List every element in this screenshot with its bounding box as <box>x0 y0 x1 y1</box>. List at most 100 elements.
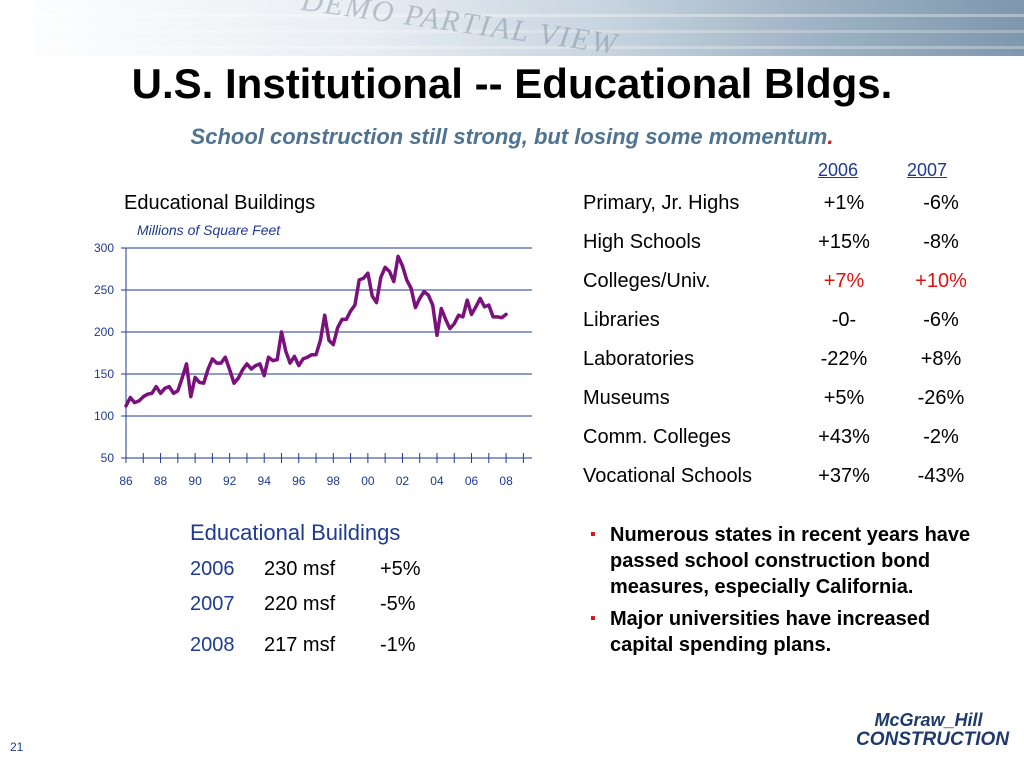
x-tick-label: 04 <box>430 474 444 488</box>
segment-2007-change: -26% <box>917 387 965 409</box>
x-tick-label: 94 <box>258 474 272 488</box>
data-point <box>487 303 490 307</box>
data-point <box>232 382 236 385</box>
data-point <box>392 280 395 283</box>
data-point <box>306 356 309 359</box>
chart-title: Educational Buildings <box>124 192 316 214</box>
data-point <box>383 266 387 269</box>
bullet-text: Major universities have increased capita… <box>610 608 931 656</box>
data-point <box>422 290 426 293</box>
data-point <box>336 326 339 329</box>
summary-change: -1% <box>380 634 416 656</box>
data-point <box>211 357 214 361</box>
data-point <box>448 327 452 330</box>
x-tick-label: 98 <box>327 474 341 488</box>
summary-title: Educational Buildings <box>190 520 401 545</box>
segment-2006-change: -22% <box>820 348 868 370</box>
data-point <box>176 389 179 392</box>
x-tick-label: 00 <box>361 474 375 488</box>
data-point <box>504 313 508 316</box>
summary-value: 217 msf <box>264 634 336 656</box>
segment-name: Colleges/Univ. <box>583 270 711 292</box>
data-point <box>202 382 205 385</box>
segment-2006-change: +37% <box>818 465 870 487</box>
x-tick-label: 86 <box>119 474 133 488</box>
year-header-2007: 2007 <box>907 160 948 180</box>
data-point <box>189 395 192 398</box>
segment-row: Museums +5% -26% <box>583 387 983 417</box>
x-tick-label: 92 <box>223 474 237 488</box>
segment-2006-change: +1% <box>823 192 865 214</box>
summary-change: -5% <box>380 593 416 615</box>
data-point <box>168 385 171 388</box>
data-point <box>358 278 361 282</box>
data-point <box>150 392 154 395</box>
summary-year: 2006 <box>190 558 235 580</box>
data-point <box>206 367 210 371</box>
x-tick-label: 90 <box>188 474 202 488</box>
y-tick-label: 100 <box>94 409 114 423</box>
data-point <box>263 374 266 377</box>
subtitle-text: School construction still strong, but lo… <box>190 124 828 149</box>
segment-row: Vocational Schools +37% -43% <box>583 465 983 495</box>
data-point <box>193 376 197 379</box>
data-point <box>288 361 292 365</box>
data-point <box>375 301 378 304</box>
data-point <box>340 318 344 321</box>
data-point <box>185 362 188 366</box>
data-point <box>180 377 184 380</box>
data-point <box>491 315 495 319</box>
x-tick-label: 02 <box>396 474 410 488</box>
year-header-2006: 2006 <box>818 160 859 180</box>
data-point <box>129 396 132 399</box>
data-point <box>470 313 473 316</box>
data-point <box>258 362 262 366</box>
summary-change: +5% <box>380 558 421 580</box>
summary-year: 2008 <box>190 634 235 656</box>
segment-2006-change: +43% <box>818 426 870 448</box>
data-point <box>237 377 240 380</box>
data-point <box>137 399 141 403</box>
banner-stripe <box>0 30 1024 33</box>
data-point <box>371 294 374 298</box>
data-point <box>366 272 370 275</box>
data-point <box>297 364 300 367</box>
segment-name: Libraries <box>583 309 660 331</box>
data-point <box>418 297 421 300</box>
data-point <box>267 356 270 359</box>
segment-row: Comm. Colleges +43% -2% <box>583 426 983 456</box>
summary-value: 230 msf <box>264 558 336 580</box>
segment-row: Colleges/Univ. +7% +10% <box>583 270 983 300</box>
data-point <box>379 276 382 279</box>
data-point <box>142 395 145 398</box>
bullet-item: ▪ Numerous states in recent years have pa… <box>590 522 990 600</box>
data-point <box>405 278 408 282</box>
y-tick-label: 150 <box>94 367 114 381</box>
data-point <box>332 343 335 346</box>
segment-2007-change: +8% <box>920 348 962 370</box>
data-point <box>457 314 460 317</box>
summary-value: 220 msf <box>264 593 336 615</box>
company-logo: McGraw_Hill CONSTRUCTION <box>856 710 1010 750</box>
segment-row: Libraries -0- -6% <box>583 309 983 339</box>
data-point <box>155 385 158 388</box>
data-point <box>245 362 249 366</box>
y-tick-label: 50 <box>101 451 115 465</box>
data-point <box>319 339 322 342</box>
segment-name: Museums <box>583 387 670 409</box>
segment-2006-change: +15% <box>818 231 870 253</box>
x-tick-label: 08 <box>499 474 513 488</box>
data-point <box>163 387 167 390</box>
chart-y-unit: Millions of Square Feet <box>137 222 281 238</box>
data-point <box>301 357 305 361</box>
segment-2007-change: -2% <box>923 426 959 448</box>
data-point <box>219 361 223 365</box>
data-point <box>483 305 486 308</box>
logo-line2: CONSTRUCTION <box>856 729 1010 750</box>
data-point <box>414 306 417 309</box>
data-point <box>310 353 313 356</box>
segment-2007-change: -8% <box>923 231 959 253</box>
data-point <box>474 305 478 308</box>
data-point <box>241 368 244 371</box>
